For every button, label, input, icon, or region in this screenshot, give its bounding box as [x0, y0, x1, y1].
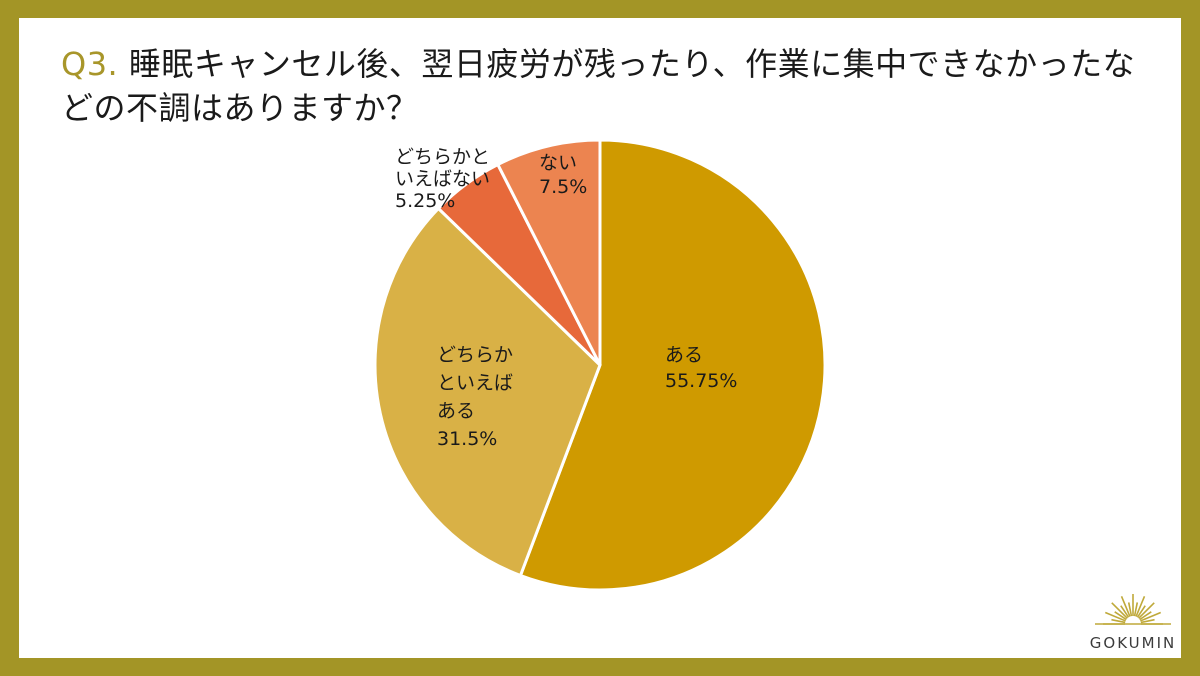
question-text: 睡眠キャンセル後、翌日疲労が残ったり、作業に集中できなかったなどの不調はあります…	[61, 45, 1136, 127]
slice-category-label: どちらかと	[395, 146, 490, 168]
slice-value-label: 31.5%	[437, 428, 497, 450]
content-panel: Q3. 睡眠キャンセル後、翌日疲労が残ったり、作業に集中できなかったなどの不調は…	[19, 18, 1181, 658]
slice-label-aru: ある 55.75%	[665, 344, 737, 392]
question-number: Q3.	[61, 45, 119, 83]
slice-category-label: ない	[539, 152, 577, 174]
slice-category-label: ある	[437, 400, 475, 422]
slice-category-label: どちらか	[437, 344, 513, 366]
slice-value-label: 5.25%	[395, 190, 455, 212]
pie-slice-nai	[495, 138, 602, 366]
question-title: Q3. 睡眠キャンセル後、翌日疲労が残ったり、作業に集中できなかったなどの不調は…	[61, 42, 1151, 130]
slice-value-label: 7.5%	[539, 176, 587, 198]
slice-value-label: 55.75%	[665, 370, 737, 392]
pie-slice-aru	[518, 138, 827, 592]
slice-category-label: いえばない	[395, 168, 490, 190]
logo-text: GOKUMIN	[1089, 634, 1177, 652]
gokumin-logo: GOKUMIN	[1087, 578, 1179, 668]
pie-chart: ある 55.75%どちらかといえばある 31.5%どちらかといえばない 5.25%ない…	[373, 138, 827, 592]
slice-label-dochiraka-aru: どちらかといえばある 31.5%	[437, 344, 513, 450]
slice-label-nai: ない 7.5%	[539, 152, 587, 198]
pie-slice-dochiraka-aru	[373, 206, 602, 578]
slice-category-label: ある	[665, 344, 703, 366]
sunburst-icon	[1095, 594, 1171, 625]
slice-label-dochiraka-nai: どちらかといえばない 5.25%	[395, 146, 490, 212]
slice-category-label: といえば	[437, 372, 513, 394]
